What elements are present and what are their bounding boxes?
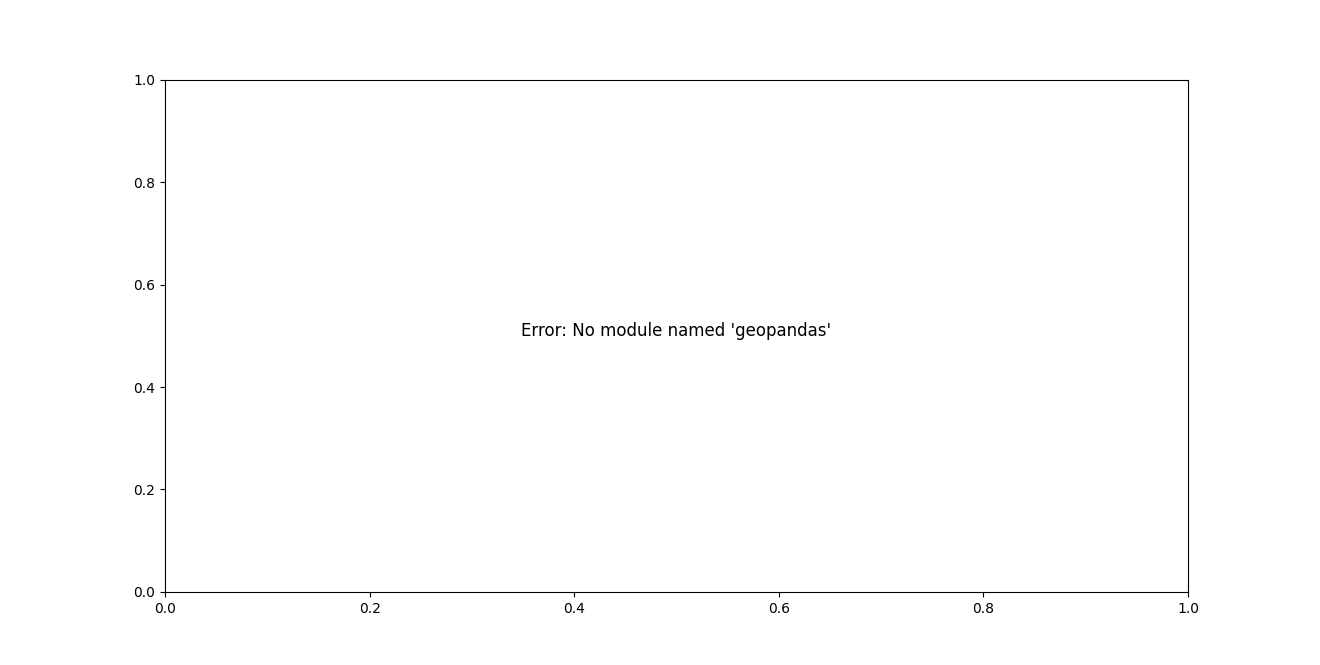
Text: Error: No module named 'geopandas': Error: No module named 'geopandas' <box>521 322 832 340</box>
